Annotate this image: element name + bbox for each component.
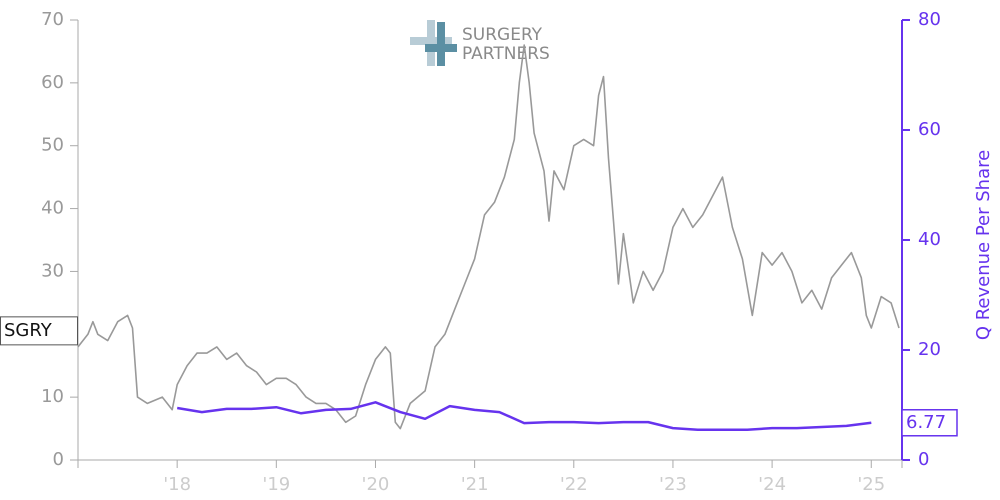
y-tick-label: 40 (41, 198, 64, 219)
y2-tick-label: 0 (918, 449, 929, 470)
x-tick-label: '24 (758, 474, 786, 495)
logo: SURGERY PARTNERS (410, 20, 550, 66)
y2-tick-label: 40 (918, 229, 941, 250)
y2-axis-label: Q Revenue Per Share (973, 150, 994, 340)
x-tick-label: '18 (163, 474, 191, 495)
y2-tick-label: 80 (918, 9, 941, 30)
x-tick-label: '25 (857, 474, 885, 495)
x-tick-label: '21 (461, 474, 489, 495)
y-tick-label: 10 (41, 386, 64, 407)
y-tick-label: 60 (41, 72, 64, 93)
logo-text: SURGERY (462, 25, 543, 45)
x-tick-label: '22 (560, 474, 588, 495)
ticker-box (0, 316, 78, 346)
ticker-label: SGRY (4, 320, 53, 341)
logo-icon (410, 37, 452, 45)
y-tick-label: 50 (41, 135, 64, 156)
logo-icon (425, 44, 457, 52)
y2-tick-label: 60 (918, 119, 941, 140)
series-line (77, 44, 900, 430)
y-tick-label: 70 (41, 9, 64, 30)
value-label-box (901, 409, 958, 437)
y-tick-label: 0 (53, 449, 64, 470)
x-tick-label: '19 (262, 474, 290, 495)
logo-text: PARTNERS (462, 44, 550, 64)
x-tick-label: '23 (659, 474, 687, 495)
y2-tick-label: 20 (918, 339, 941, 360)
y-tick-label: 30 (41, 260, 64, 281)
value-label: 6.77 (906, 412, 946, 433)
x-tick-label: '20 (362, 474, 390, 495)
series-line (176, 401, 872, 432)
